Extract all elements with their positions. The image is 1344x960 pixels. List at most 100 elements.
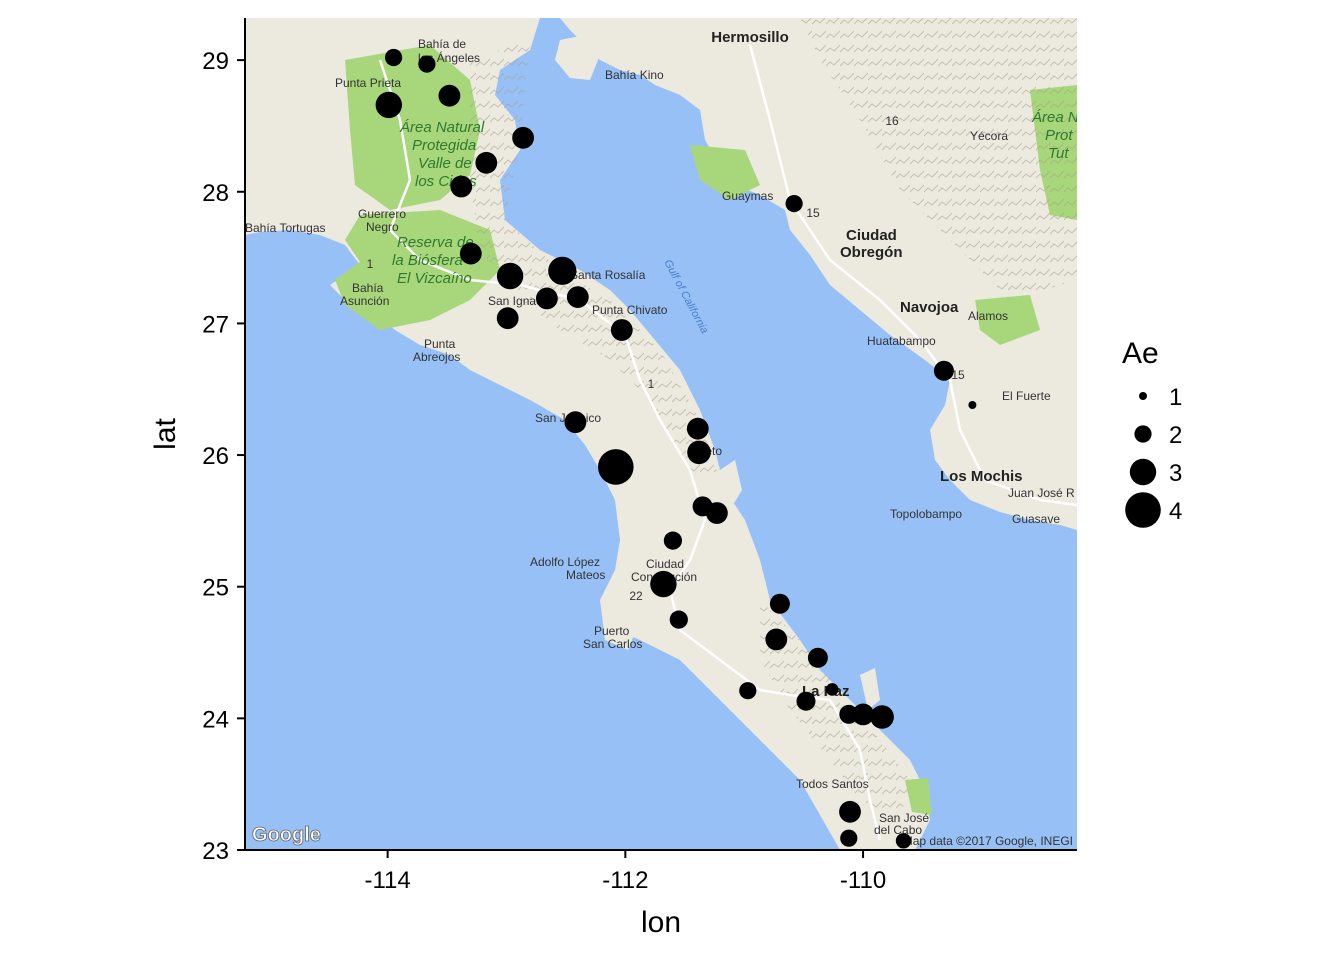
map-label-puerto-2: San Carlos [583, 637, 642, 651]
data-point [475, 151, 498, 174]
map-label-punta-prieta: Punta Prieta [335, 76, 401, 90]
map-label-ciudad-const-1: Ciudad [646, 557, 684, 571]
park-area [975, 295, 1040, 345]
map-label-hwy15a: 15 [806, 206, 820, 220]
data-point [687, 440, 711, 465]
legend-key [1129, 458, 1157, 486]
map-label-punta-abreojos-2: Abreojos [413, 350, 460, 364]
data-point [739, 682, 757, 700]
data-point [548, 256, 577, 285]
map-label-alamos: Alamos [968, 309, 1008, 323]
data-point [564, 411, 587, 434]
map-label-guerrero-negro-1: Guerrero [358, 207, 406, 221]
y-tick-label: 25 [202, 575, 229, 602]
data-point [765, 628, 788, 651]
map-label-san-jose-2: del Cabo [874, 823, 922, 837]
map-label-el-fuerte: El Fuerte [1002, 389, 1051, 403]
data-point [769, 593, 790, 614]
park-area [690, 145, 760, 200]
legend-key [1134, 425, 1152, 443]
map-label-hwy1b: 1 [648, 377, 655, 391]
data-point [968, 401, 977, 409]
data-point [610, 319, 633, 341]
island-land [450, 25, 480, 70]
island-land [860, 668, 880, 710]
map-label-los-mochis: Los Mochis [940, 468, 1023, 485]
data-point [598, 449, 634, 485]
map-label-adolfo-2: Mateos [566, 568, 605, 582]
map-label-huatabampo: Huatabampo [867, 334, 936, 348]
map-label-hwy22: 22 [629, 589, 643, 603]
data-point [669, 610, 688, 629]
map-label-san-jose-1: San José [879, 811, 929, 825]
map-label-navojoa: Navojoa [900, 299, 959, 316]
map-label-hwy16: 16 [885, 114, 899, 128]
map-label-bahia-tortugas: Bahía Tortugas [245, 221, 326, 235]
x-tick-label: -112 [602, 867, 648, 894]
map-label-punta-chivato: Punta Chivato [592, 303, 668, 317]
basemap [245, 18, 1077, 850]
map-label-hermosillo: Hermosillo [711, 29, 789, 46]
legend-label: 3 [1169, 460, 1182, 487]
y-tick-label: 26 [202, 443, 229, 470]
google-logo: Google [252, 824, 321, 846]
data-point [459, 242, 482, 265]
data-point [706, 502, 728, 524]
map-label-attribution: Map data ©2017 Google, INEGI [903, 834, 1073, 848]
data-point [512, 126, 534, 149]
data-point [785, 195, 803, 213]
map-label-area-prot-1: Área N [1031, 109, 1079, 126]
island-land [718, 460, 742, 510]
map-label-area-prot-2: Prot [1045, 127, 1073, 144]
map-label-reserva-1: Reserva de [397, 234, 474, 251]
map-label-ciudad-obregon-1: Ciudad [846, 227, 897, 244]
map-label-guasave: Guasave [1012, 512, 1060, 526]
map-label-ciudad-obregon-2: Obregón [840, 244, 903, 261]
data-point [839, 800, 861, 823]
mountain-relief [470, 40, 720, 480]
data-point [650, 570, 677, 598]
map-label-juan-jose: Juan José R [1008, 486, 1075, 500]
map-label-bahia-de-los-angeles-1: Bahía de [418, 37, 466, 51]
map-label-reserva-2: la Biósfera [392, 252, 463, 269]
data-point [663, 531, 683, 550]
map-label-todos-santos: Todos Santos [796, 777, 869, 791]
y-axis-ticks: 23 24 25 26 27 28 29 [202, 48, 245, 865]
map-label-san-ignacio: San Ignacio [488, 294, 552, 308]
data-point [496, 262, 524, 290]
data-point [825, 683, 839, 696]
map-label-area-natural-2: Protegida [412, 137, 476, 154]
data-point [418, 55, 436, 73]
x-tick-label: -114 [364, 867, 410, 894]
data-point [385, 48, 403, 67]
map-label-bahia-asuncion-2: Asunción [340, 294, 389, 308]
map-label-topolobampo: Topolobampo [890, 507, 962, 521]
x-tick-label: -110 [840, 867, 886, 894]
y-tick-label: 28 [202, 180, 229, 207]
map-label-hwy1a: 1 [367, 257, 374, 271]
island-land [600, 590, 640, 650]
data-point [870, 705, 894, 729]
y-tick-label: 29 [202, 48, 229, 75]
data-point [807, 647, 828, 668]
data-point [536, 287, 558, 310]
data-point [450, 175, 473, 198]
map-label-area-natural-3: Valle de [418, 155, 472, 172]
legend-label: 2 [1169, 422, 1182, 449]
x-axis-ticks: -114 -112 -110 [364, 850, 886, 894]
park-area [905, 778, 932, 815]
legend-label: 1 [1169, 384, 1182, 411]
legend-title: Ae [1122, 337, 1159, 370]
data-point [686, 417, 709, 440]
park-area [335, 210, 500, 330]
legend-key [1125, 492, 1161, 528]
data-point [496, 307, 519, 330]
mountain-relief [800, 18, 1077, 300]
map-label-punta-abreojos-1: Punta [424, 337, 456, 351]
data-point [796, 691, 816, 711]
legend-label: 4 [1169, 498, 1182, 525]
map-label-reserva-3: El Vizcaíno [397, 270, 472, 287]
data-point [852, 703, 874, 726]
data-points [375, 48, 977, 849]
